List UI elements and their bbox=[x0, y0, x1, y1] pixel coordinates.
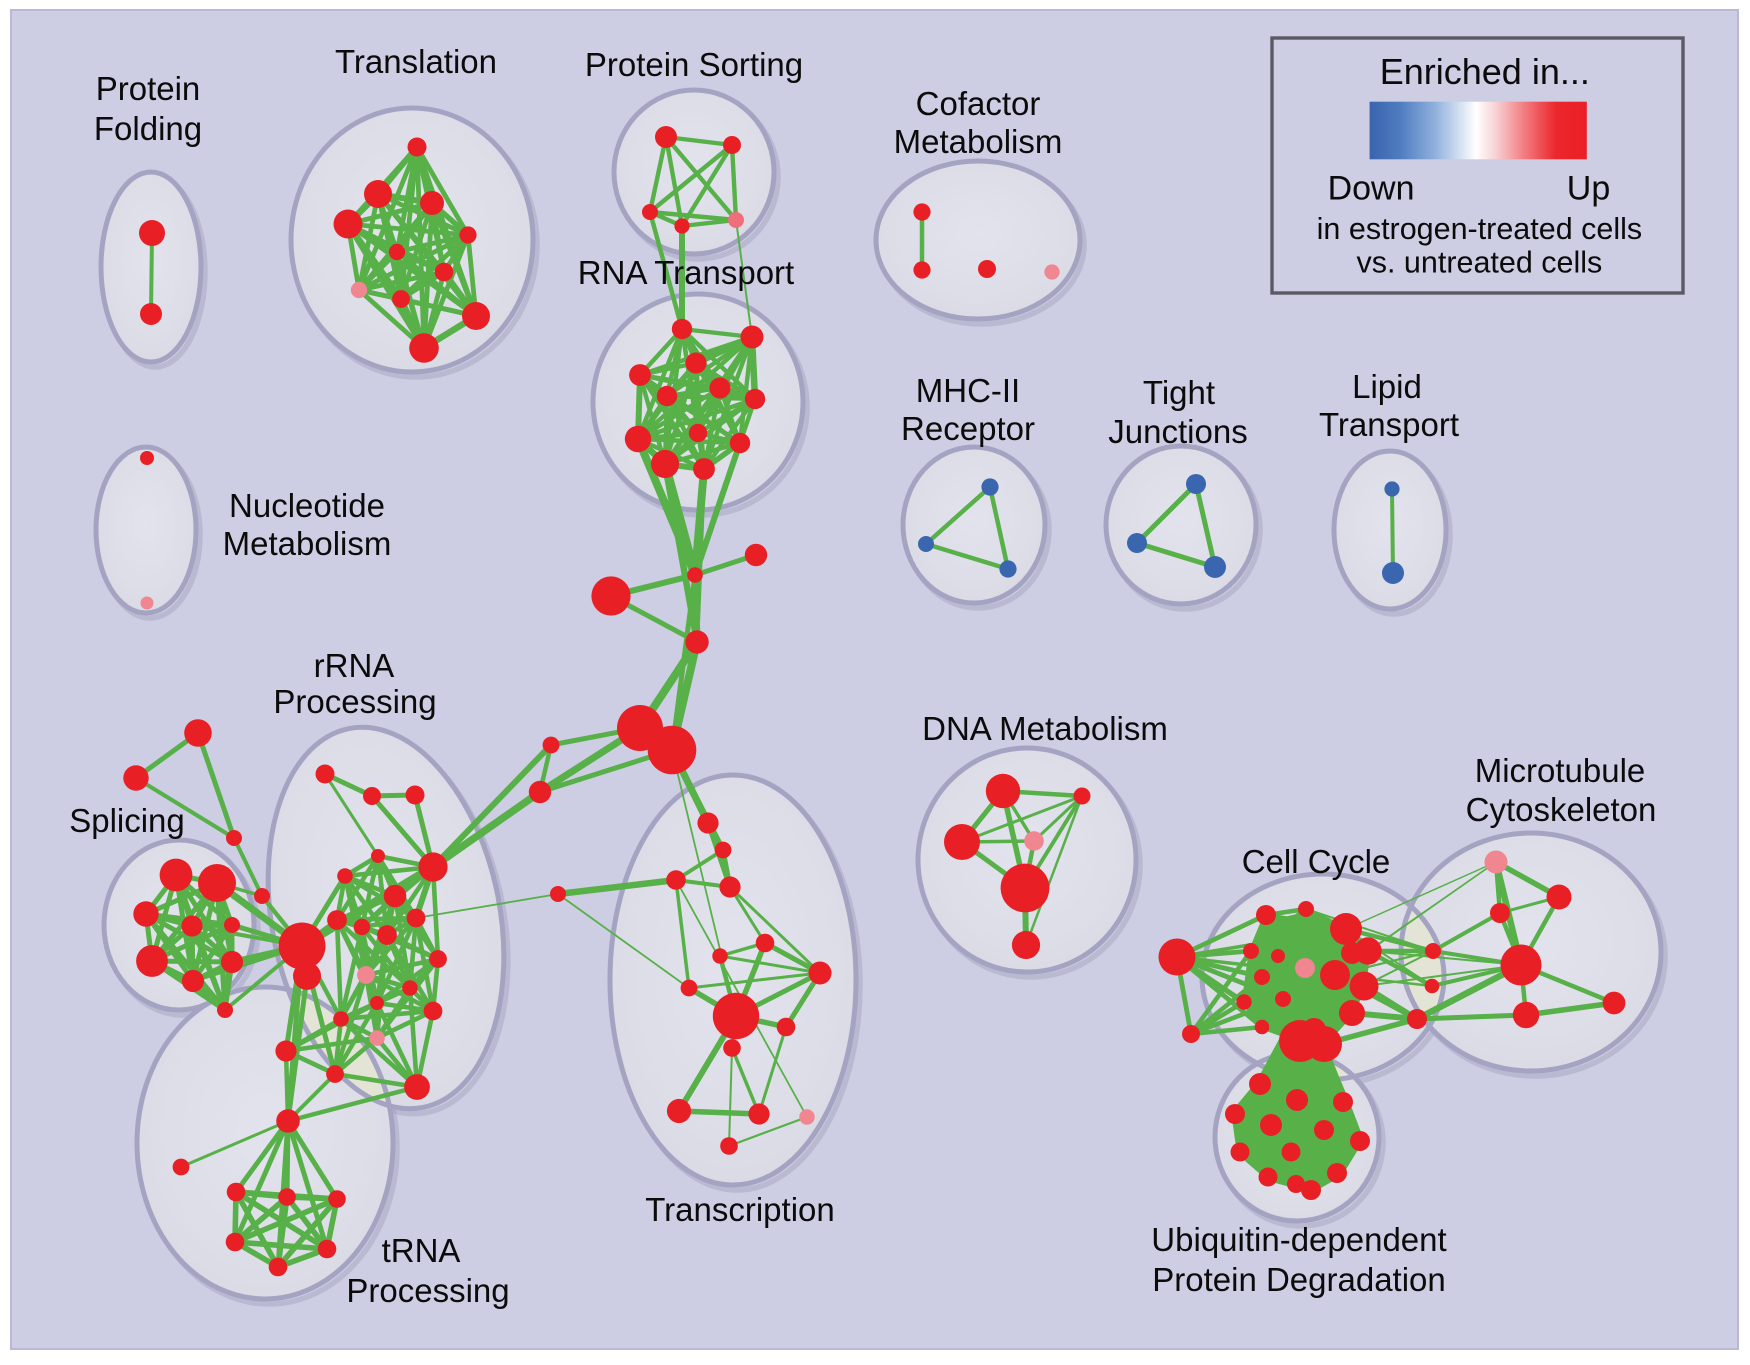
svg-text:vs. untreated cells: vs. untreated cells bbox=[1356, 246, 1602, 280]
svg-text:Cell Cycle: Cell Cycle bbox=[1242, 843, 1391, 880]
svg-text:Folding: Folding bbox=[94, 110, 202, 147]
svg-text:Up: Up bbox=[1567, 169, 1610, 207]
svg-text:Protein: Protein bbox=[96, 70, 201, 107]
svg-text:Metabolism: Metabolism bbox=[894, 123, 1063, 160]
svg-text:Nucleotide: Nucleotide bbox=[229, 487, 385, 524]
svg-text:in estrogen-treated cells: in estrogen-treated cells bbox=[1317, 212, 1643, 246]
svg-text:Microtubule: Microtubule bbox=[1475, 752, 1646, 789]
svg-text:Processing: Processing bbox=[273, 683, 436, 720]
svg-text:MHC-II: MHC-II bbox=[916, 372, 1020, 409]
svg-text:Transport: Transport bbox=[1319, 406, 1459, 443]
svg-text:Splicing: Splicing bbox=[69, 802, 185, 839]
svg-text:Cofactor: Cofactor bbox=[916, 85, 1041, 122]
svg-text:DNA Metabolism: DNA Metabolism bbox=[922, 710, 1168, 747]
svg-text:Enriched in...: Enriched in... bbox=[1380, 51, 1590, 92]
svg-text:Lipid: Lipid bbox=[1352, 368, 1422, 405]
svg-text:Metabolism: Metabolism bbox=[223, 525, 392, 562]
svg-text:Processing: Processing bbox=[346, 1272, 509, 1309]
svg-text:tRNA: tRNA bbox=[382, 1232, 461, 1269]
svg-text:Protein Sorting: Protein Sorting bbox=[585, 46, 803, 83]
svg-text:Tight: Tight bbox=[1143, 374, 1215, 411]
svg-text:Cytoskeleton: Cytoskeleton bbox=[1466, 791, 1657, 828]
svg-text:Ubiquitin-dependent: Ubiquitin-dependent bbox=[1151, 1221, 1446, 1258]
svg-text:rRNA: rRNA bbox=[314, 647, 395, 684]
svg-text:Transcription: Transcription bbox=[645, 1191, 835, 1228]
svg-text:RNA Transport: RNA Transport bbox=[578, 254, 794, 291]
svg-text:Junctions: Junctions bbox=[1108, 413, 1247, 450]
svg-text:Receptor: Receptor bbox=[901, 410, 1035, 447]
svg-text:Down: Down bbox=[1328, 169, 1415, 207]
svg-text:Protein Degradation: Protein Degradation bbox=[1152, 1261, 1446, 1298]
svg-text:Translation: Translation bbox=[335, 43, 497, 80]
